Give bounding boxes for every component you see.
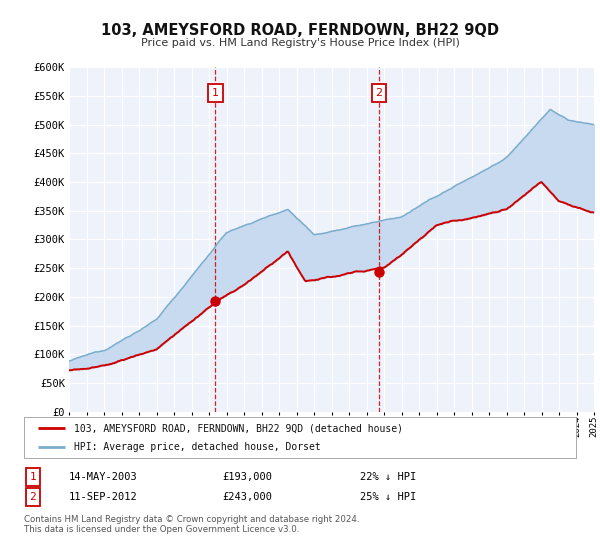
Text: Contains HM Land Registry data © Crown copyright and database right 2024.: Contains HM Land Registry data © Crown c… — [24, 515, 359, 524]
Text: 103, AMEYSFORD ROAD, FERNDOWN, BH22 9QD: 103, AMEYSFORD ROAD, FERNDOWN, BH22 9QD — [101, 24, 499, 38]
Text: 14-MAY-2003: 14-MAY-2003 — [69, 472, 138, 482]
Text: £243,000: £243,000 — [222, 492, 272, 502]
Text: HPI: Average price, detached house, Dorset: HPI: Average price, detached house, Dors… — [74, 442, 320, 451]
Text: £193,000: £193,000 — [222, 472, 272, 482]
Text: 1: 1 — [29, 472, 37, 482]
Text: 2: 2 — [376, 88, 382, 98]
Text: 1: 1 — [212, 88, 219, 98]
Text: 2: 2 — [29, 492, 37, 502]
Text: 22% ↓ HPI: 22% ↓ HPI — [360, 472, 416, 482]
Text: 11-SEP-2012: 11-SEP-2012 — [69, 492, 138, 502]
Text: Price paid vs. HM Land Registry's House Price Index (HPI): Price paid vs. HM Land Registry's House … — [140, 38, 460, 48]
Text: 103, AMEYSFORD ROAD, FERNDOWN, BH22 9QD (detached house): 103, AMEYSFORD ROAD, FERNDOWN, BH22 9QD … — [74, 423, 403, 433]
Text: 25% ↓ HPI: 25% ↓ HPI — [360, 492, 416, 502]
Text: This data is licensed under the Open Government Licence v3.0.: This data is licensed under the Open Gov… — [24, 525, 299, 534]
